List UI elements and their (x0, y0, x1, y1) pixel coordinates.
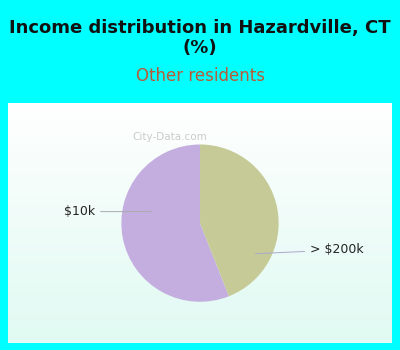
Text: Income distribution in Hazardville, CT
(%): Income distribution in Hazardville, CT (… (9, 19, 391, 57)
Text: City-Data.com: City-Data.com (133, 132, 208, 142)
Wedge shape (121, 145, 229, 302)
Text: $10k: $10k (64, 205, 151, 218)
Text: Other residents: Other residents (136, 66, 264, 85)
Text: > $200k: > $200k (256, 244, 364, 257)
Wedge shape (200, 145, 279, 296)
